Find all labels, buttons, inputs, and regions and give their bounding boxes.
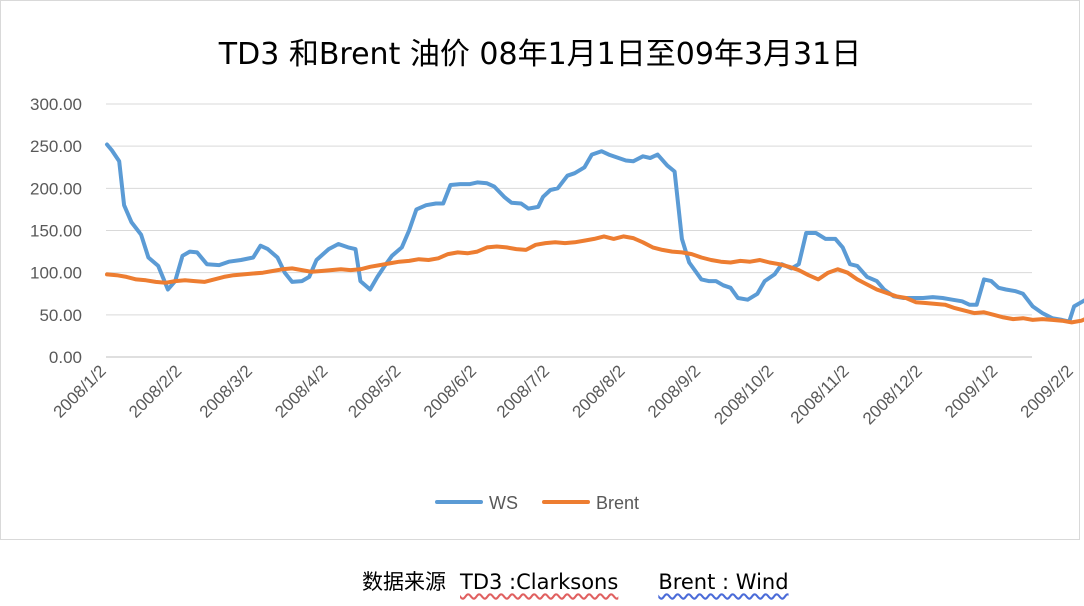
chart: TD3 和Brent 油价 08年1月1日至09年3月31日 0.00 50.00… (30, 37, 1084, 513)
x-tick-label: 2008/5/2 (344, 361, 404, 421)
series-lines (105, 142, 1084, 325)
x-axis-ticks: 2008/1/2 2008/2/2 2008/3/2 2008/4/2 2008/5/2… (50, 361, 1077, 428)
x-tick-label: 2008/10/2 (710, 361, 777, 428)
x-tick-label: 2008/2/2 (125, 361, 185, 421)
legend: WS Brent (435, 493, 639, 513)
y-tick-label: 300.00 (30, 95, 82, 114)
x-tick-label: 2008/3/2 (196, 361, 256, 421)
x-tick-label: 2008/9/2 (644, 361, 704, 421)
series-line-brent (105, 234, 1084, 325)
y-tick-label: 50.00 (39, 306, 82, 325)
y-axis-ticks: 0.00 50.00 100.00 150.00 200.00 250.00 300.00 (30, 95, 82, 367)
y-tick-label: 100.00 (30, 264, 82, 283)
x-tick-label: 2008/4/2 (271, 361, 331, 421)
source-note: 数据来源 TD3 :Clarksons Brent : Wind (362, 566, 789, 596)
chart-title: TD3 和Brent 油价 08年1月1日至09年3月31日 (218, 37, 861, 72)
legend-label-brent: Brent (596, 493, 639, 513)
source-prefix: 数据来源 (362, 570, 446, 594)
x-tick-label: 2008/12/2 (859, 361, 926, 428)
x-tick-label: 2009/1/2 (941, 361, 1001, 421)
x-tick-label: 2008/7/2 (493, 361, 553, 421)
x-tick-label: 2009/2/2 (1017, 361, 1077, 421)
source-brent: Brent : Wind (658, 570, 789, 594)
x-tick-label: 2008/6/2 (420, 361, 480, 421)
legend-label-ws: WS (489, 493, 518, 513)
y-tick-label: 250.00 (30, 137, 82, 156)
source-td3: TD3 :Clarksons (460, 570, 619, 594)
series-line-ws (105, 142, 1084, 324)
x-tick-label: 2008/8/2 (568, 361, 628, 421)
x-tick-label: 2008/1/2 (50, 361, 110, 421)
y-tick-label: 200.00 (30, 179, 82, 198)
gridlines (106, 103, 1032, 358)
y-tick-label: 0.00 (49, 348, 82, 367)
y-tick-label: 150.00 (30, 222, 82, 241)
x-tick-label: 2008/11/2 (787, 361, 853, 427)
